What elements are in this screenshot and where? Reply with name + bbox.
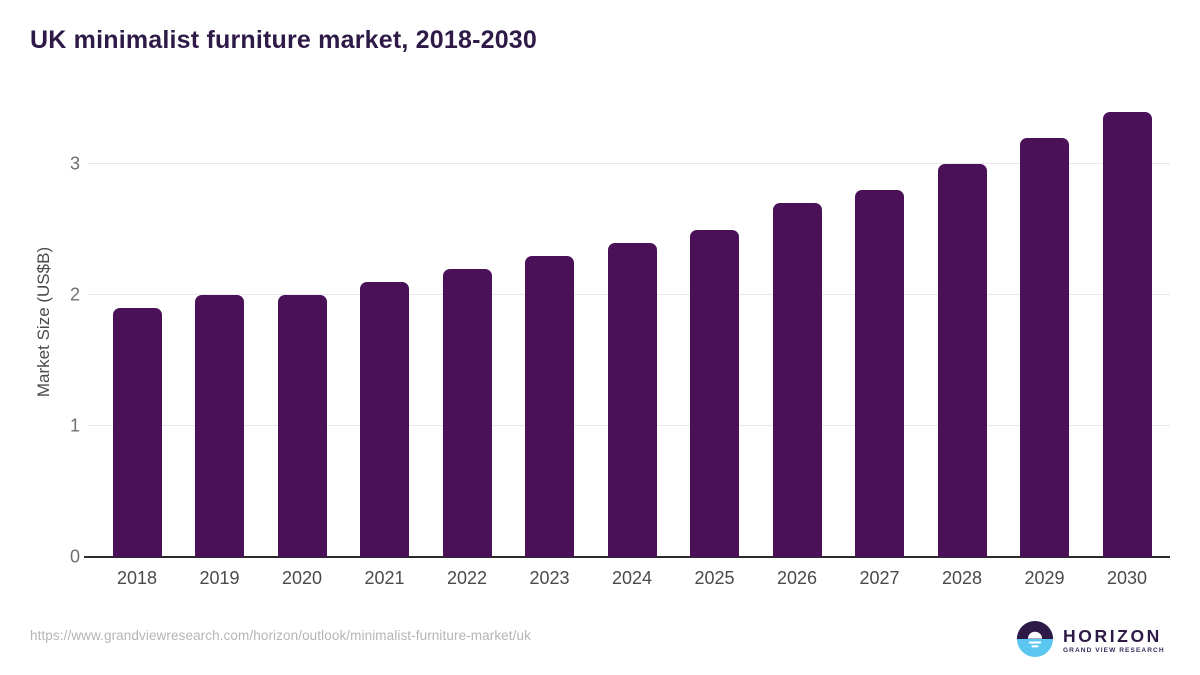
logo-text: HORIZON GRAND VIEW RESEARCH — [1063, 625, 1165, 655]
bar-2027 — [855, 190, 904, 557]
bar-2024 — [607, 242, 657, 557]
x-axis-labels: 2018 2019 2020 2021 2022 2023 2024 2025 2026 2027… — [88, 568, 1170, 592]
bar-2030 — [1102, 111, 1152, 557]
x-tick-label-2018: 2018 — [116, 568, 158, 588]
x-tick-label-2019: 2019 — [199, 568, 240, 588]
plot-area — [84, 87, 1170, 558]
bar-2020 — [277, 295, 327, 557]
bar-2019 — [195, 295, 244, 557]
x-tick-label-2023: 2023 — [529, 568, 570, 588]
bar-2029 — [1020, 137, 1069, 557]
y-axis-tick-labels: 0 1 2 3 — [50, 87, 80, 567]
bar-2026 — [772, 203, 822, 557]
x-tick-label-2022: 2022 — [446, 568, 488, 588]
bar-2023 — [525, 255, 574, 557]
x-tick-label-2027: 2027 — [859, 568, 900, 588]
sun-horizon-icon — [1016, 620, 1054, 663]
logo-subtitle: GRAND VIEW RESEARCH — [1063, 647, 1165, 655]
x-tick-label-2028: 2028 — [941, 568, 983, 588]
y-tick-label-0: 0 — [69, 546, 80, 567]
gridline-3 — [88, 163, 1170, 164]
y-tick-label-1: 1 — [69, 415, 80, 436]
x-tick-label-2024: 2024 — [611, 568, 653, 588]
chart-title: UK minimalist furniture market, 2018-203… — [30, 26, 538, 54]
bar-2021 — [360, 281, 409, 557]
source-url: https://www.grandviewresearch.com/horizo… — [30, 628, 531, 643]
y-tick-label-2: 2 — [69, 284, 80, 305]
logo-name: HORIZON — [1063, 625, 1162, 646]
bar-2022 — [442, 268, 492, 557]
bar-2028 — [937, 164, 987, 557]
bar-2025 — [690, 229, 739, 557]
x-tick-label-2025: 2025 — [694, 568, 735, 588]
x-tick-label-2021: 2021 — [364, 568, 405, 588]
bar-2018 — [112, 308, 162, 557]
x-tick-label-2020: 2020 — [281, 568, 323, 588]
x-axis-line — [84, 556, 1170, 558]
x-tick-label-2030: 2030 — [1106, 568, 1148, 588]
x-tick-label-2029: 2029 — [1024, 568, 1065, 588]
y-tick-label-3: 3 — [69, 153, 80, 174]
x-tick-label-2026: 2026 — [776, 568, 818, 588]
horizon-logo: HORIZON GRAND VIEW RESEARCH — [1016, 620, 1165, 663]
